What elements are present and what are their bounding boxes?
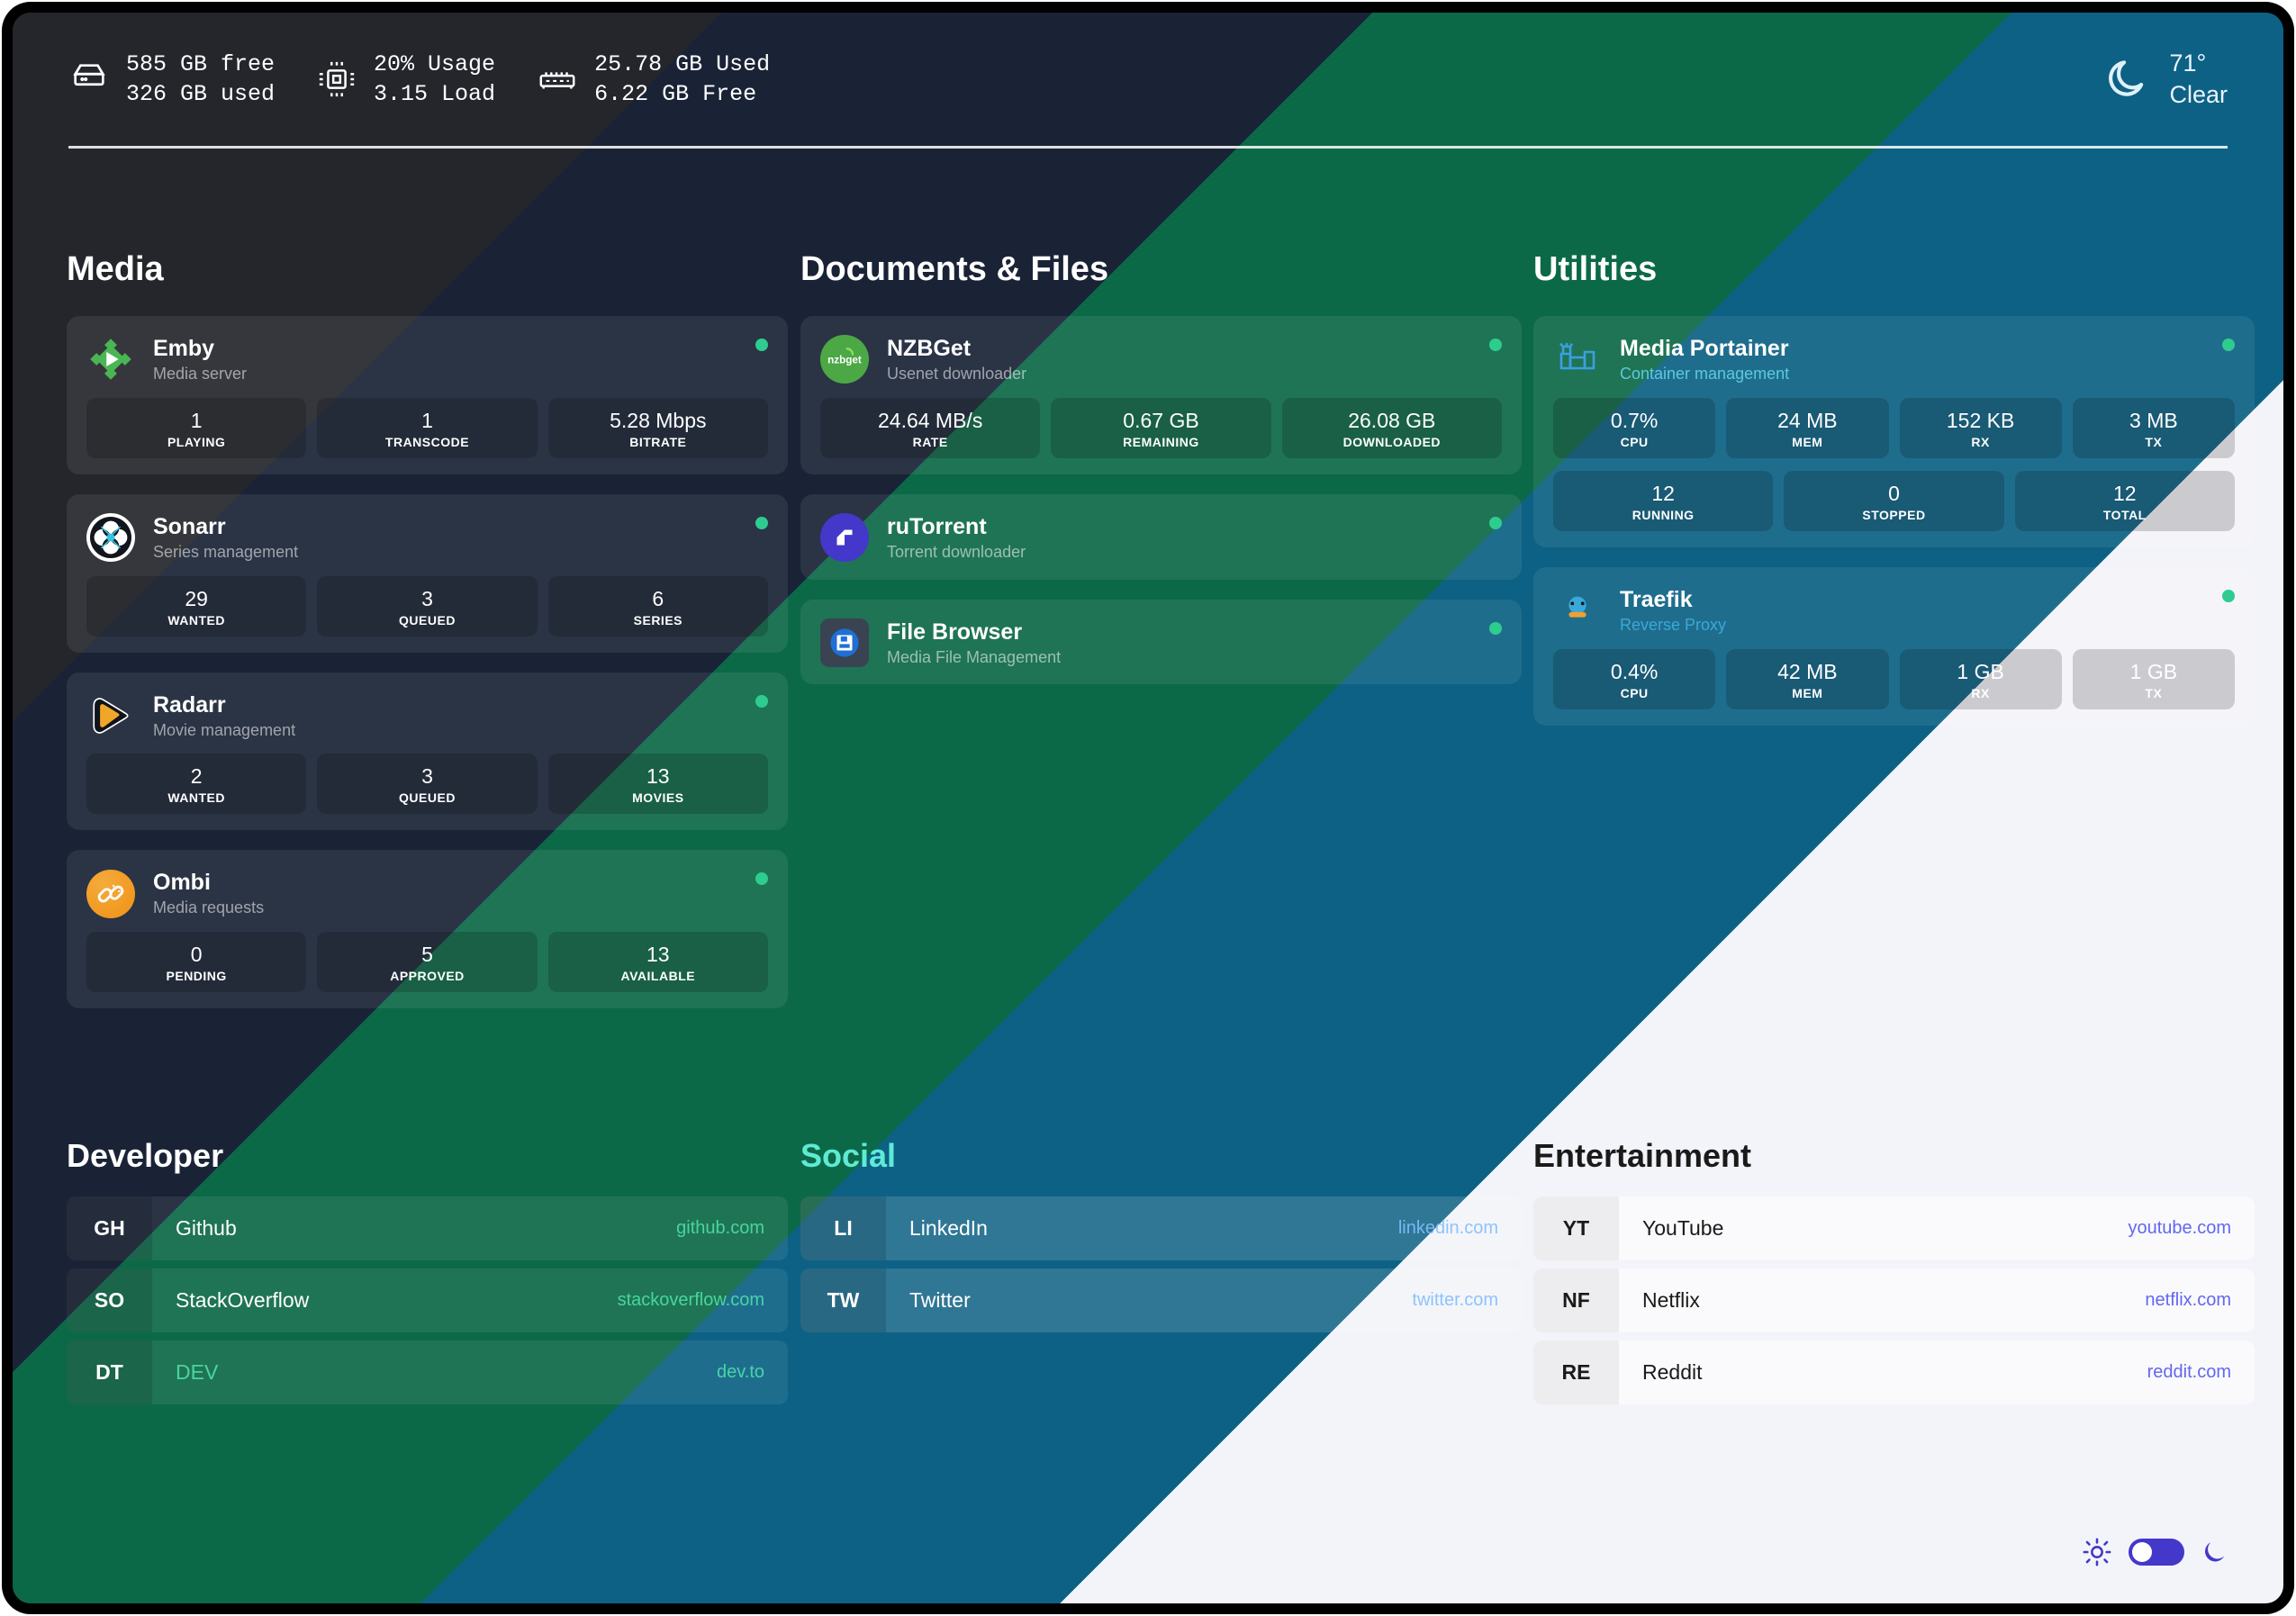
svg-text:nzbget: nzbget [827, 355, 862, 366]
